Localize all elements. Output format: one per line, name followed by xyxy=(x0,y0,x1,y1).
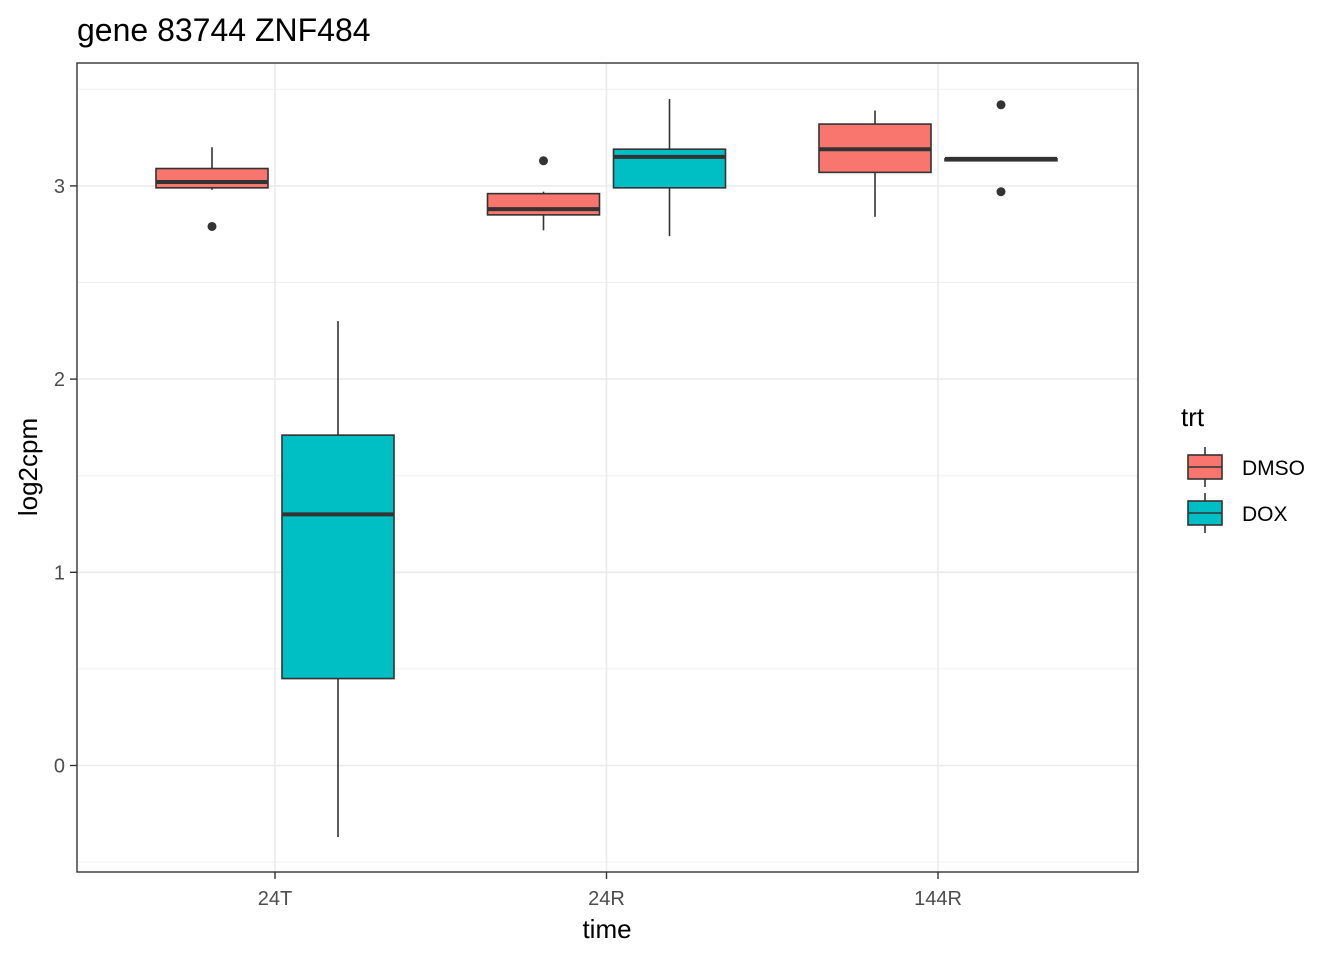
box-body xyxy=(486,192,601,216)
box-body xyxy=(281,434,395,680)
legend-key-dmso xyxy=(1187,447,1223,487)
y-tick-label: 3 xyxy=(54,176,65,198)
legend-label: DOX xyxy=(1242,503,1288,526)
legend-title: trt xyxy=(1181,402,1205,432)
box-dmso-144r xyxy=(818,110,932,217)
y-tick-label: 2 xyxy=(54,369,65,391)
x-tick-label: 24R xyxy=(588,888,625,910)
y-axis: 0 1 2 3 xyxy=(54,176,77,778)
x-tick-label: 144R xyxy=(914,888,962,910)
x-tick-label: 24T xyxy=(258,888,292,910)
outlier-point xyxy=(207,221,217,231)
box-dmso-24t xyxy=(155,147,269,231)
y-tick-label: 0 xyxy=(54,756,65,778)
outlier-point xyxy=(539,156,548,166)
box-dmso-24r xyxy=(486,156,601,231)
plot-panel-border xyxy=(76,62,1139,873)
legend: trt DMSO DOX xyxy=(1181,402,1305,533)
box-dox-24r xyxy=(612,98,727,237)
box-dox-24t xyxy=(281,321,395,837)
y-axis-title: log2cpm xyxy=(13,418,43,516)
chart-title: gene 83744 ZNF484 xyxy=(77,12,371,48)
legend-key-dox xyxy=(1187,493,1223,533)
plot-panel xyxy=(77,63,1138,872)
box-dox-144r xyxy=(944,100,1058,197)
x-axis-title: time xyxy=(582,914,631,944)
y-tick-label: 1 xyxy=(54,562,65,584)
x-axis: 24T 24R 144R xyxy=(258,872,962,910)
box-layer xyxy=(155,98,1058,837)
outlier-point xyxy=(996,100,1006,110)
box-body xyxy=(155,167,269,189)
outlier-point xyxy=(996,187,1006,197)
legend-label: DMSO xyxy=(1242,457,1305,480)
